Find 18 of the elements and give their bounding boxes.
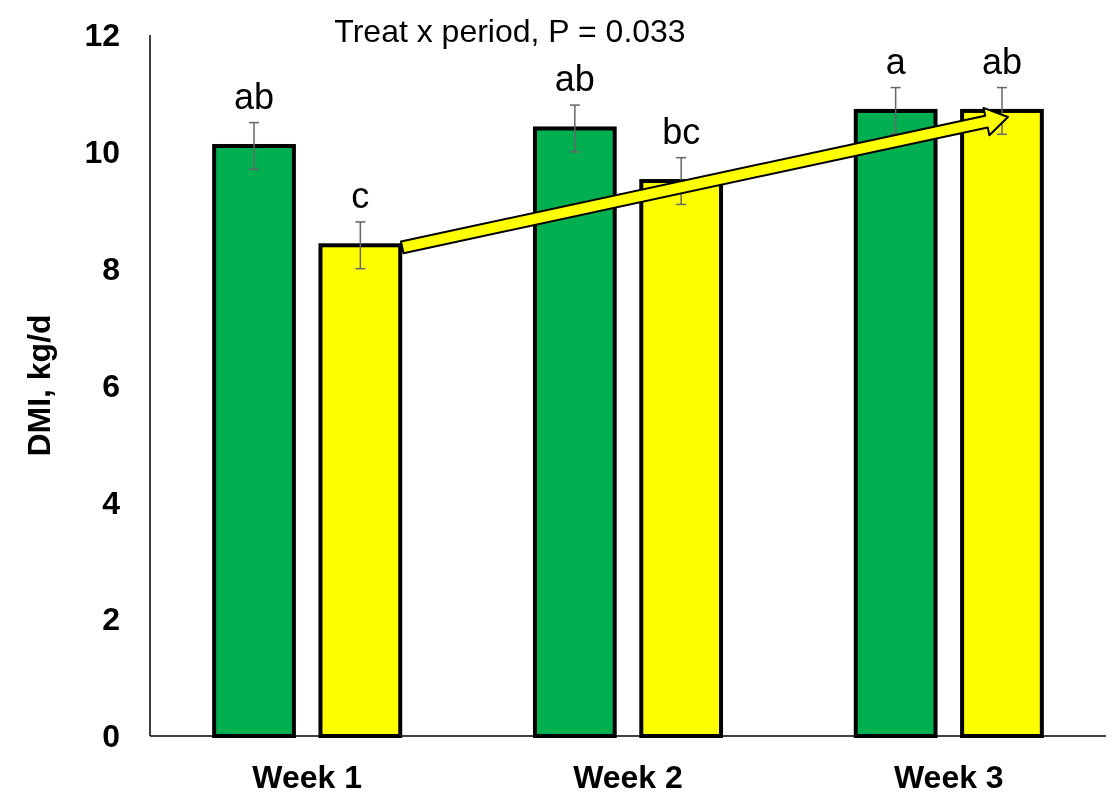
chart-title: Treat x period, P = 0.033 xyxy=(334,13,686,49)
x-tick-label: Week 3 xyxy=(893,759,1004,795)
y-tick-label: 4 xyxy=(102,484,121,521)
y-tick-label: 12 xyxy=(84,17,120,54)
y-tick-label: 0 xyxy=(102,718,120,755)
annotation: a xyxy=(885,40,907,82)
x-tick-label: Week 2 xyxy=(573,759,683,795)
annotation: ab xyxy=(981,40,1022,82)
annotation: c xyxy=(351,174,370,216)
y-tick-label: 6 xyxy=(102,367,120,404)
y-tick-label: 8 xyxy=(102,250,120,287)
y-tick-label: 10 xyxy=(84,134,120,171)
annotation: ab xyxy=(554,58,595,100)
annotation: ab xyxy=(234,75,275,117)
x-tick-label: Week 1 xyxy=(252,759,363,795)
y-tick-label: 2 xyxy=(102,601,120,638)
y-axis-title: DMI, kg/d xyxy=(21,314,57,457)
annotation: bc xyxy=(662,110,701,152)
